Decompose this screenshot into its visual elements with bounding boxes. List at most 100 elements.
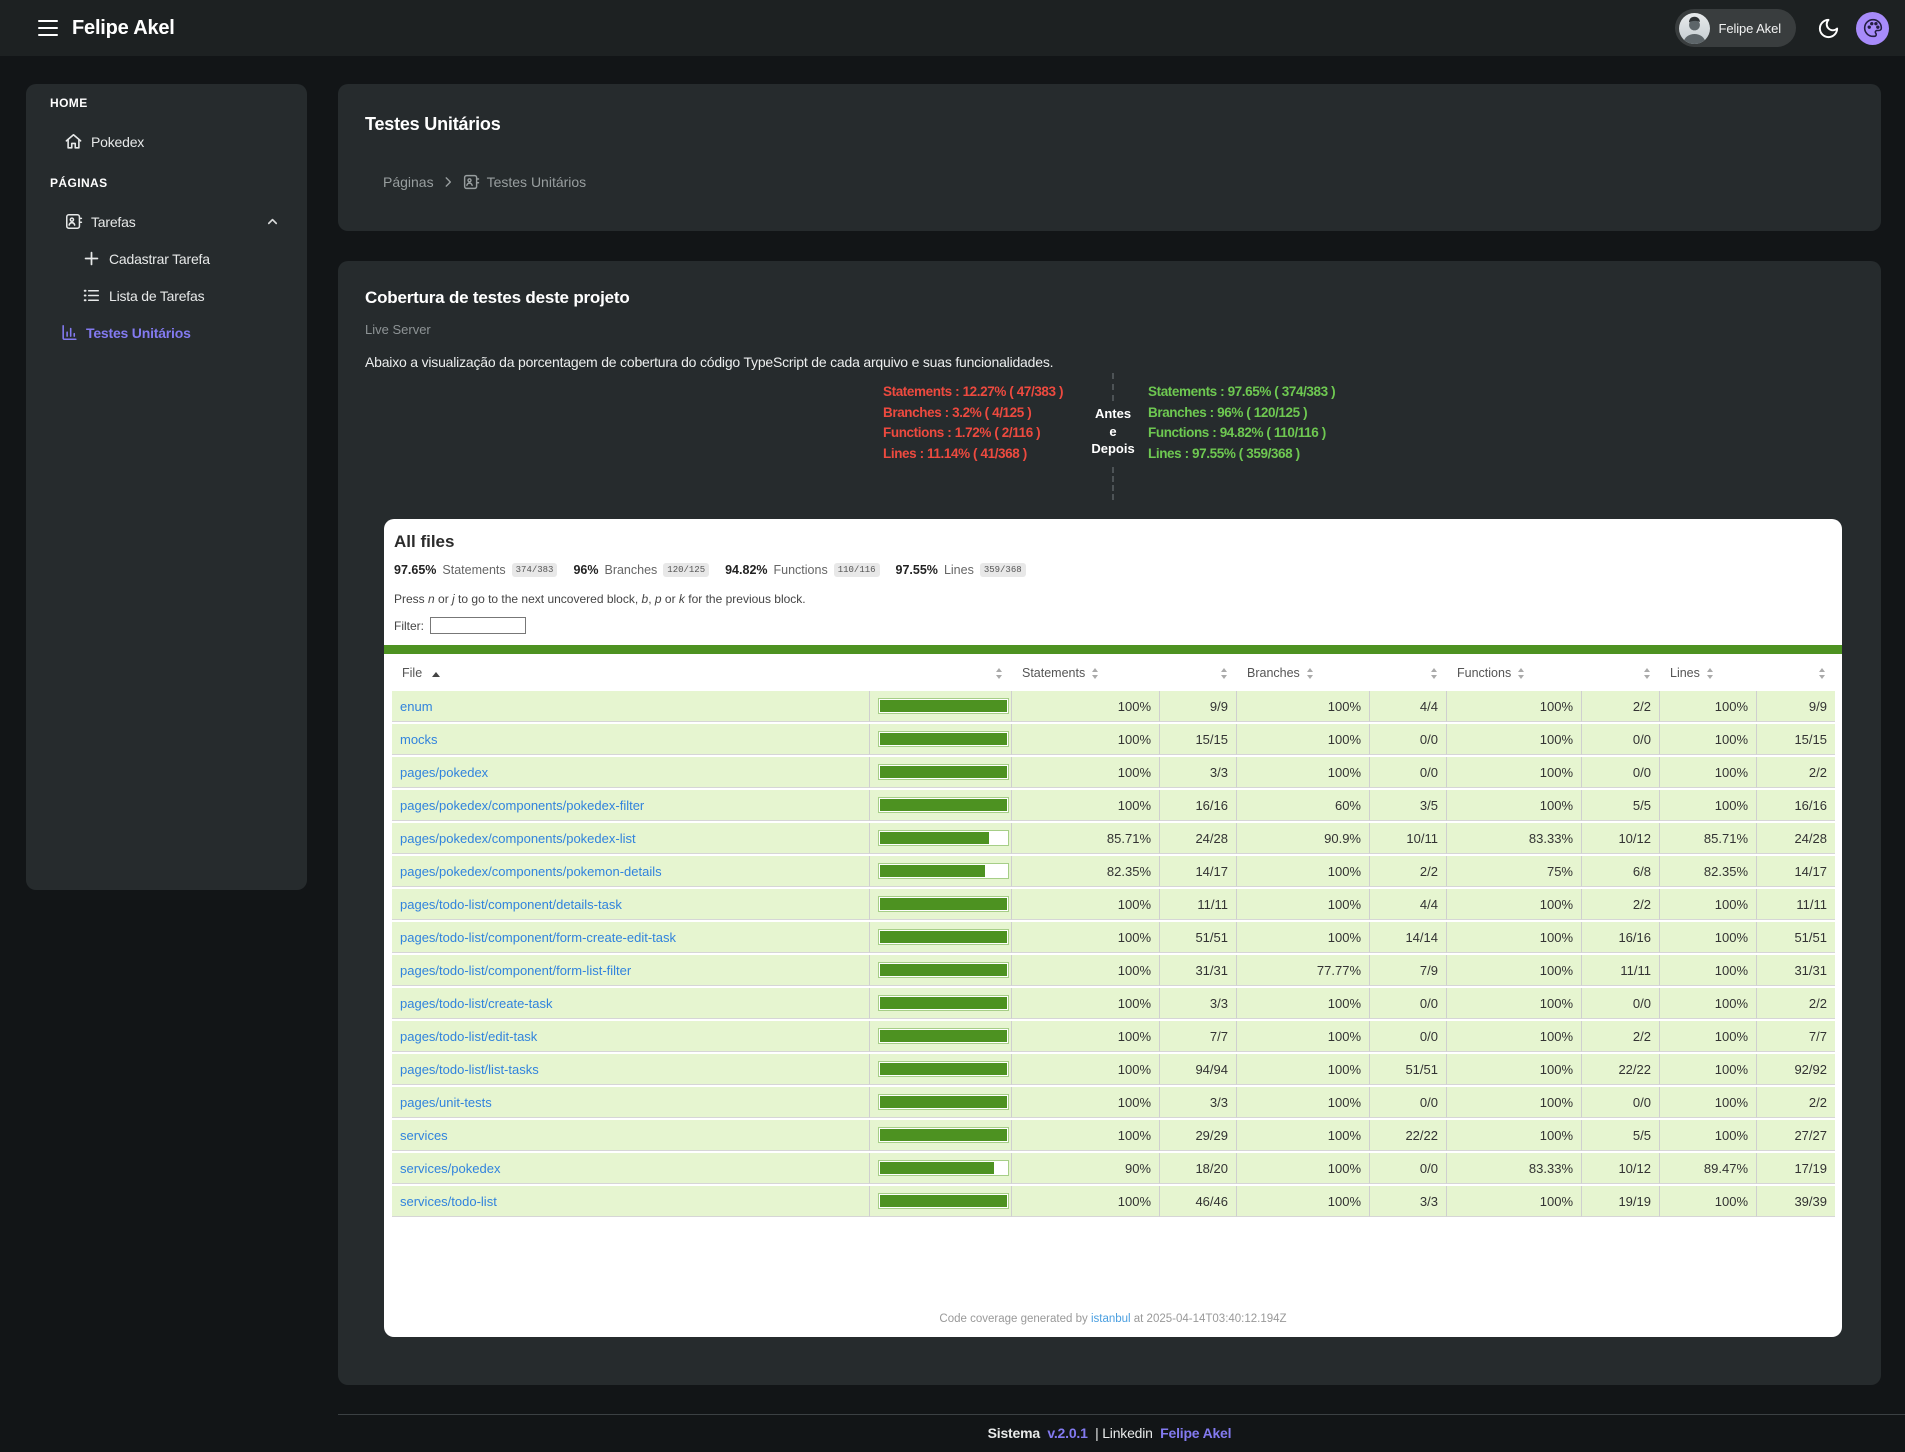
file-link[interactable]: pages/pokedex/components/pokedex-filter <box>400 797 645 813</box>
coverage-row: mocks 100% 15/15 100% 0/0 100% 0/0 100% 15/15 <box>392 724 1835 755</box>
coverage-row: pages/todo-list/component/form-create-ed… <box>392 922 1835 953</box>
file-link[interactable]: pages/pokedex/components/pokedex-list <box>400 830 636 846</box>
sidebar-section-label: PÁGINAS <box>50 176 108 190</box>
coverage-subtitle: Live Server <box>365 322 431 337</box>
metric-fraction: 359/368 <box>979 563 1026 577</box>
file-link[interactable]: pages/pokedex <box>400 764 489 780</box>
file-link[interactable]: pages/todo-list/edit-task <box>400 1028 538 1044</box>
list-icon <box>82 286 101 305</box>
coverage-bar <box>878 797 1009 813</box>
sidebar-nav: HOME Pokedex PÁGINAS Tarefas Cadastrar Taref… <box>26 96 307 351</box>
coverage-bar <box>878 764 1009 780</box>
col-header-functions[interactable]: Functions <box>1447 656 1582 689</box>
col-header-file[interactable]: File <box>392 656 870 689</box>
metric-fraction: 110/116 <box>833 563 880 577</box>
coverage-title: Cobertura de testes deste projeto <box>365 288 630 307</box>
coverage-table: File Statements Branches Functions Lines en… <box>392 654 1835 1219</box>
coverage-row: services/pokedex 90% 18/20 100% 0/0 83.33% 10/… <box>392 1153 1835 1184</box>
file-link[interactable]: services/todo-list <box>400 1193 497 1209</box>
dark-mode-toggle[interactable] <box>1810 10 1846 46</box>
file-link[interactable]: pages/todo-list/component/form-create-ed… <box>400 929 677 945</box>
sidebar-item-testes-unitarios[interactable]: Testes Unitários <box>26 314 307 351</box>
coverage-row: pages/todo-list/component/details-task 10… <box>392 889 1835 920</box>
coverage-bar <box>878 896 1009 912</box>
coverage-row: pages/pokedex/components/pokedex-list 85.… <box>392 823 1835 854</box>
breadcrumb-current: Testes Unitários <box>486 174 587 190</box>
top-bar: Felipe Akel Felipe Akel <box>0 0 1905 56</box>
metric: 97.55% Lines 359/368 <box>896 563 1026 577</box>
file-link[interactable]: pages/todo-list/create-task <box>400 995 553 1011</box>
file-link[interactable]: pages/pokedex/components/pokemon-details <box>400 863 662 879</box>
coverage-bar <box>878 1127 1009 1143</box>
avatar <box>1678 12 1710 44</box>
breadcrumb-parent[interactable]: Páginas <box>383 174 434 190</box>
sidebar-item-pokedex[interactable]: Pokedex <box>26 123 307 160</box>
sorter-icon <box>1221 668 1229 680</box>
sorter-icon <box>1644 668 1652 680</box>
coverage-bar <box>878 995 1009 1011</box>
coverage-row: services/todo-list 100% 46/46 100% 3/3 100% 19… <box>392 1186 1835 1217</box>
filter-input[interactable] <box>430 617 526 634</box>
palette-icon <box>1863 18 1883 38</box>
sidebar-item-tarefas[interactable]: Tarefas <box>26 203 307 240</box>
keyboard-hint: Press n or j to go to the next uncovered… <box>394 592 806 606</box>
file-link[interactable]: pages/todo-list/component/form-list-filt… <box>400 962 632 978</box>
coverage-row: pages/todo-list/component/form-list-filt… <box>392 955 1835 986</box>
id-card-icon <box>462 173 480 191</box>
coverage-row: pages/pokedex/components/pokedex-filter 1… <box>392 790 1835 821</box>
coverage-row: pages/todo-list/list-tasks 100% 94/94 100% 5… <box>392 1054 1835 1085</box>
sorter-icon <box>1306 668 1315 680</box>
report-heading: All files <box>394 532 455 551</box>
sidebar-item-cadastrar-tarefa[interactable]: Cadastrar Tarefa <box>26 240 307 277</box>
coverage-row: pages/todo-list/create-task 100% 3/3 100% 0/… <box>392 988 1835 1019</box>
menu-icon[interactable] <box>38 19 58 37</box>
file-link[interactable]: pages/todo-list/list-tasks <box>400 1061 539 1077</box>
breadcrumb: Páginas Testes Unitários <box>383 173 1881 191</box>
stats-middle-label: Antes e Depois <box>1091 406 1135 456</box>
file-link[interactable]: pages/todo-list/component/details-task <box>400 896 622 912</box>
sidebar-section-label: HOME <box>50 96 88 110</box>
sorter-icon <box>1518 668 1526 680</box>
coverage-row: pages/unit-tests 100% 3/3 100% 0/0 100% 0/0 100… <box>392 1087 1835 1118</box>
page-title: Testes Unitários <box>365 114 501 134</box>
coverage-bar <box>878 830 1009 846</box>
col-header-statements[interactable]: Statements <box>1012 656 1160 689</box>
report-generated-note: Code coverage generated by istanbul at 2… <box>939 1313 1287 1325</box>
coverage-row: pages/pokedex 100% 3/3 100% 0/0 100% 0/0 100% 2/… <box>392 757 1835 788</box>
coverage-bar <box>878 863 1009 879</box>
sorter-icon <box>1706 668 1715 680</box>
filter-label: Filter: <box>394 618 424 633</box>
metric: 96% Branches 120/125 <box>573 563 710 577</box>
plus-icon <box>82 249 101 268</box>
bar-chart-icon <box>60 323 79 342</box>
coverage-table-body: enum 100% 9/9 100% 4/4 100% 2/2 100% 9/9 mocks 100… <box>392 691 1835 1217</box>
file-link[interactable]: services <box>400 1127 448 1143</box>
sort-asc-icon <box>431 672 440 677</box>
sorter-icon <box>1819 668 1827 680</box>
id-card-icon <box>64 212 83 231</box>
file-link[interactable]: enum <box>400 698 433 714</box>
col-header-branches[interactable]: Branches <box>1237 656 1370 689</box>
col-header-lines[interactable]: Lines <box>1660 656 1757 689</box>
coverage-bar <box>878 1094 1009 1110</box>
sidebar-item-lista-de-tarefas[interactable]: Lista de Tarefas <box>26 277 307 314</box>
coverage-bar <box>878 1028 1009 1044</box>
theme-button[interactable] <box>1856 11 1889 45</box>
coverage-card: Cobertura de testes deste projeto Live S… <box>338 261 1881 1385</box>
home-icon <box>64 132 83 151</box>
stats-after: Statements : 97.65% ( 374/383 ) Branches … <box>1148 384 1336 462</box>
coverage-status-line <box>384 645 1842 654</box>
footer-text: Sistema v.2.0.1 | Linkedin Felipe Akel <box>987 1425 1232 1441</box>
file-link[interactable]: pages/unit-tests <box>400 1094 492 1110</box>
moon-icon <box>1817 17 1840 40</box>
file-link[interactable]: mocks <box>400 731 438 747</box>
user-pill[interactable]: Felipe Akel <box>1674 9 1796 47</box>
sorter-icon <box>1092 668 1100 680</box>
coverage-bar <box>878 1160 1009 1176</box>
divider-dashed-bottom <box>1112 467 1114 500</box>
metric: 97.65% Statements 374/383 <box>394 563 558 577</box>
coverage-bar <box>878 1061 1009 1077</box>
file-link[interactable]: services/pokedex <box>400 1160 501 1176</box>
coverage-row: enum 100% 9/9 100% 4/4 100% 2/2 100% 9/9 <box>392 691 1835 722</box>
coverage-bar <box>878 698 1009 714</box>
